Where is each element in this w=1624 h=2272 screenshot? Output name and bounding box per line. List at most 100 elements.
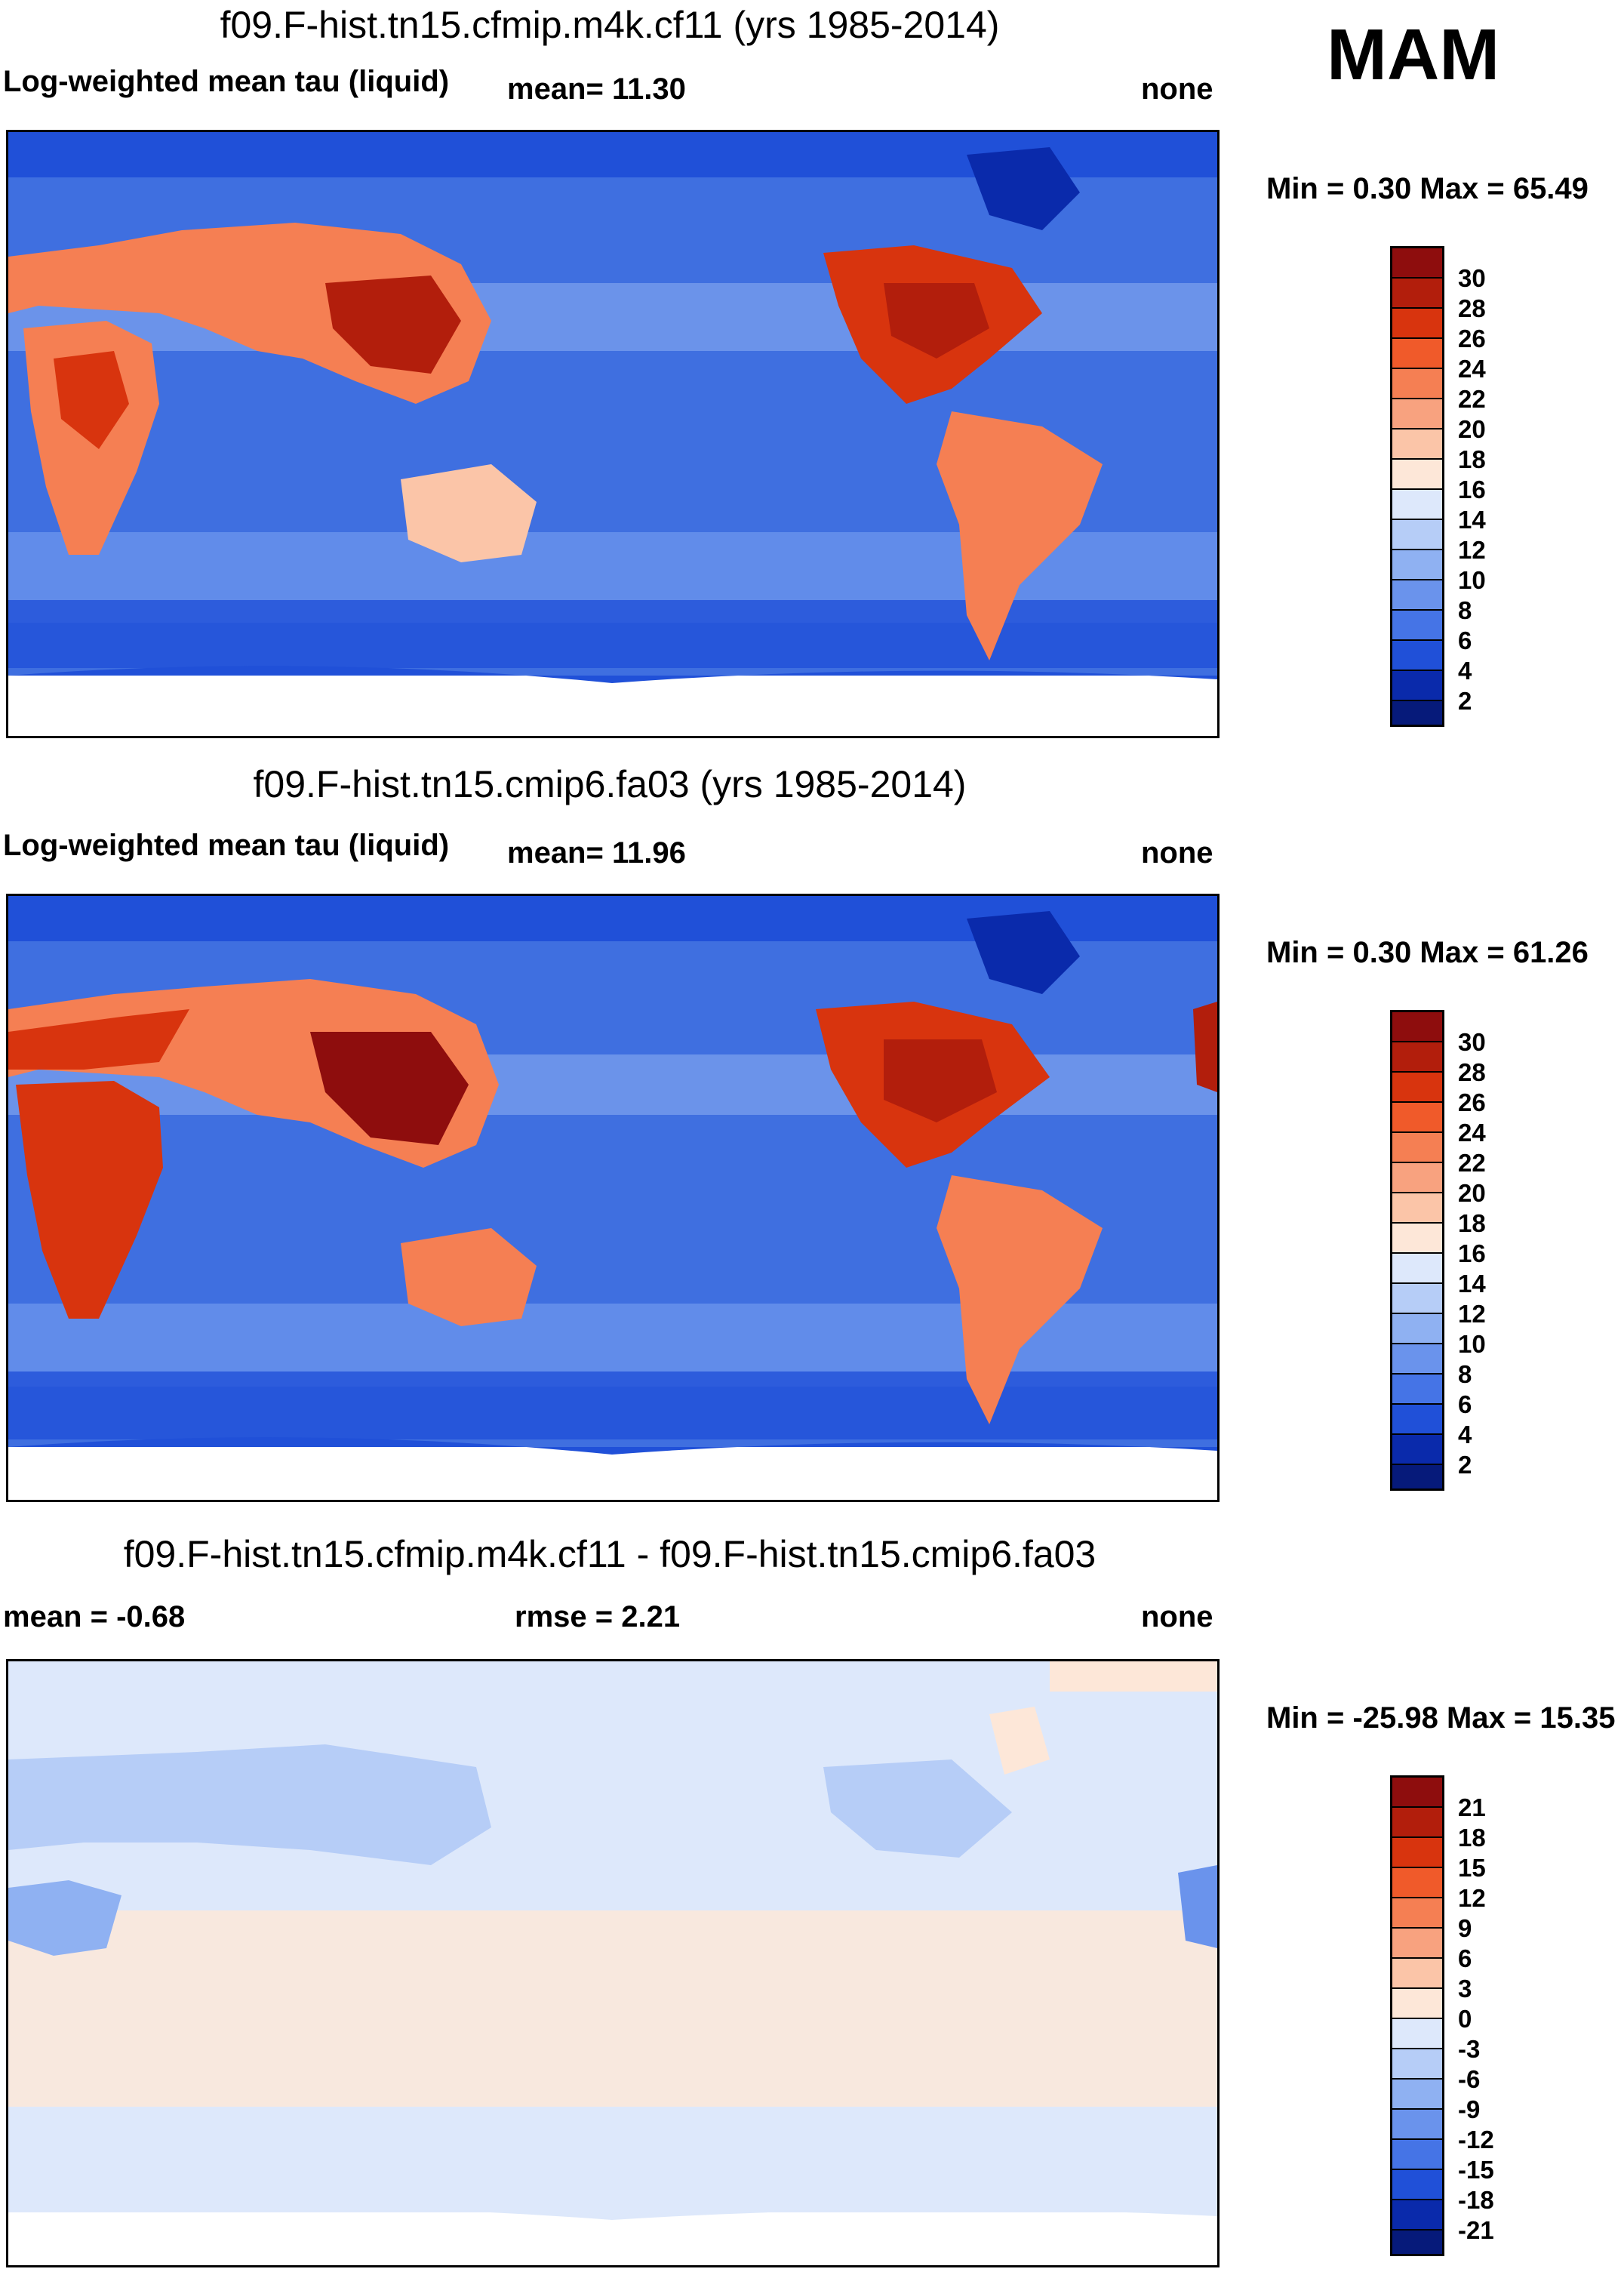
season-label: MAM bbox=[1327, 14, 1500, 95]
panel-3-legend-tick: 21 bbox=[1458, 1793, 1486, 1821]
panel-3-legend-tick: 12 bbox=[1458, 1884, 1486, 1912]
colorbar-segment bbox=[1392, 309, 1442, 339]
colorbar-segment bbox=[1392, 369, 1442, 399]
colorbar-segment bbox=[1392, 1042, 1442, 1073]
colorbar-segment bbox=[1392, 1808, 1442, 1838]
colorbar-segment bbox=[1392, 1224, 1442, 1254]
colorbar-segment bbox=[1392, 399, 1442, 429]
colorbar-segment bbox=[1392, 1012, 1442, 1042]
panel-2-colorbar bbox=[1390, 1010, 1444, 1491]
colorbar-segment bbox=[1392, 2200, 1442, 2230]
panel-2-minmax: Min = 0.30 Max = 61.26 bbox=[1266, 936, 1589, 969]
panel-1-legend-tick: 6 bbox=[1458, 626, 1472, 654]
colorbar-segment bbox=[1392, 1778, 1442, 1808]
panel-2-legend-tick: 26 bbox=[1458, 1088, 1486, 1116]
panel-2-right-label: none bbox=[1141, 836, 1213, 870]
panel-1-legend-tick: 8 bbox=[1458, 596, 1472, 624]
panel-1-title: f09.F-hist.tn15.cfmip.m4k.cf11 (yrs 1985… bbox=[220, 4, 1000, 46]
panel-1-minmax: Min = 0.30 Max = 65.49 bbox=[1266, 172, 1589, 205]
panel-3-legend-tick: 9 bbox=[1458, 1914, 1472, 1942]
panel-3-legend-tick: -18 bbox=[1458, 2186, 1494, 2214]
panel-3-legend-tick: -21 bbox=[1458, 2216, 1494, 2244]
colorbar-segment bbox=[1392, 460, 1442, 490]
panel-1-legend-tick: 24 bbox=[1458, 355, 1486, 383]
colorbar-segment bbox=[1392, 611, 1442, 641]
panel-1-legend-tick: 2 bbox=[1458, 687, 1472, 715]
panel-2-legend-tick: 20 bbox=[1458, 1179, 1486, 1207]
panel-2-legend-tick: 16 bbox=[1458, 1239, 1486, 1267]
panel-1-legend-tick: 20 bbox=[1458, 415, 1486, 443]
panel-2-legend-tick: 12 bbox=[1458, 1300, 1486, 1328]
panel-3-center-label: rmse = 2.21 bbox=[515, 1600, 681, 1633]
panel-3-legend-tick: 3 bbox=[1458, 1975, 1472, 2003]
colorbar-segment bbox=[1392, 2080, 1442, 2110]
panel-2-legend-tick: 22 bbox=[1458, 1149, 1486, 1177]
panel-2-legend-tick: 4 bbox=[1458, 1421, 1472, 1448]
colorbar-segment bbox=[1392, 1898, 1442, 1929]
colorbar-segment bbox=[1392, 1929, 1442, 1959]
colorbar-segment bbox=[1392, 2019, 1442, 2049]
colorbar-segment bbox=[1392, 2140, 1442, 2170]
panel-1-left-label: Log-weighted mean tau (liquid) bbox=[3, 65, 450, 98]
colorbar-segment bbox=[1392, 1959, 1442, 1989]
colorbar-segment bbox=[1392, 550, 1442, 580]
panel-2-legend-tick: 30 bbox=[1458, 1028, 1486, 1056]
colorbar-segment bbox=[1392, 1989, 1442, 2019]
colorbar-segment bbox=[1392, 279, 1442, 309]
panel-3-left-label: mean = -0.68 bbox=[3, 1600, 186, 1633]
colorbar-segment bbox=[1392, 1193, 1442, 1224]
panel-1-legend-tick: 26 bbox=[1458, 325, 1486, 352]
colorbar-segment bbox=[1392, 580, 1442, 611]
panel-1-map bbox=[6, 130, 1220, 738]
panel-1-legend-tick: 22 bbox=[1458, 385, 1486, 413]
panel-3-title: f09.F-hist.tn15.cfmip.m4k.cf11 - f09.F-h… bbox=[123, 1533, 1097, 1575]
panel-3-colorbar bbox=[1390, 1775, 1444, 2256]
colorbar-segment bbox=[1392, 1375, 1442, 1405]
panel-2-legend-tick: 28 bbox=[1458, 1058, 1486, 1086]
panel-3-legend-tick: 15 bbox=[1458, 1854, 1486, 1882]
panel-1-legend-tick: 16 bbox=[1458, 476, 1486, 503]
panel-2-left-label: Log-weighted mean tau (liquid) bbox=[3, 829, 450, 862]
panel-1-legend-tick: 18 bbox=[1458, 445, 1486, 473]
colorbar-segment bbox=[1392, 1254, 1442, 1284]
panel-1-legend-tick: 12 bbox=[1458, 536, 1486, 564]
colorbar-segment bbox=[1392, 248, 1442, 279]
colorbar-segment bbox=[1392, 1284, 1442, 1314]
colorbar-segment bbox=[1392, 2230, 1442, 2254]
panel-3-right-label: none bbox=[1141, 1600, 1213, 1633]
panel-1-legend-tick: 14 bbox=[1458, 506, 1486, 534]
panel-2-legend-tick: 14 bbox=[1458, 1270, 1486, 1298]
colorbar-segment bbox=[1392, 2170, 1442, 2200]
panel-2-map bbox=[6, 894, 1220, 1502]
panel-2-legend-tick: 10 bbox=[1458, 1330, 1486, 1358]
panel-3-legend-tick: -15 bbox=[1458, 2156, 1494, 2184]
panel-1-right-label: none bbox=[1141, 72, 1213, 106]
panel-2-legend-tick: 6 bbox=[1458, 1390, 1472, 1418]
colorbar-segment bbox=[1392, 1103, 1442, 1133]
panel-3-legend-tick: -3 bbox=[1458, 2035, 1481, 2063]
panel-3-legend-tick: 0 bbox=[1458, 2005, 1472, 2033]
panel-1-legend-tick: 4 bbox=[1458, 657, 1472, 685]
panel-2-center-label: mean= 11.96 bbox=[507, 836, 686, 870]
colorbar-segment bbox=[1392, 1435, 1442, 1465]
colorbar-segment bbox=[1392, 2110, 1442, 2140]
panel-1-legend-tick: 28 bbox=[1458, 294, 1486, 322]
colorbar-segment bbox=[1392, 1314, 1442, 1344]
colorbar-segment bbox=[1392, 1868, 1442, 1898]
colorbar-segment bbox=[1392, 339, 1442, 369]
panel-2-legend-tick: 24 bbox=[1458, 1119, 1486, 1147]
colorbar-segment bbox=[1392, 2049, 1442, 2080]
panel-2-legend-tick: 18 bbox=[1458, 1209, 1486, 1237]
colorbar-segment bbox=[1392, 520, 1442, 550]
panel-3-legend-tick: 18 bbox=[1458, 1824, 1486, 1852]
colorbar-segment bbox=[1392, 1163, 1442, 1193]
panel-3-map bbox=[6, 1659, 1220, 2267]
panel-2-legend-tick: 8 bbox=[1458, 1360, 1472, 1388]
colorbar-segment bbox=[1392, 1073, 1442, 1103]
colorbar-segment bbox=[1392, 671, 1442, 701]
panel-2-legend-tick: 2 bbox=[1458, 1451, 1472, 1479]
panel-2-title: f09.F-hist.tn15.cmip6.fa03 (yrs 1985-201… bbox=[253, 763, 967, 805]
colorbar-segment bbox=[1392, 1838, 1442, 1868]
panel-3-legend-tick: 6 bbox=[1458, 1944, 1472, 1972]
colorbar-segment bbox=[1392, 701, 1442, 725]
